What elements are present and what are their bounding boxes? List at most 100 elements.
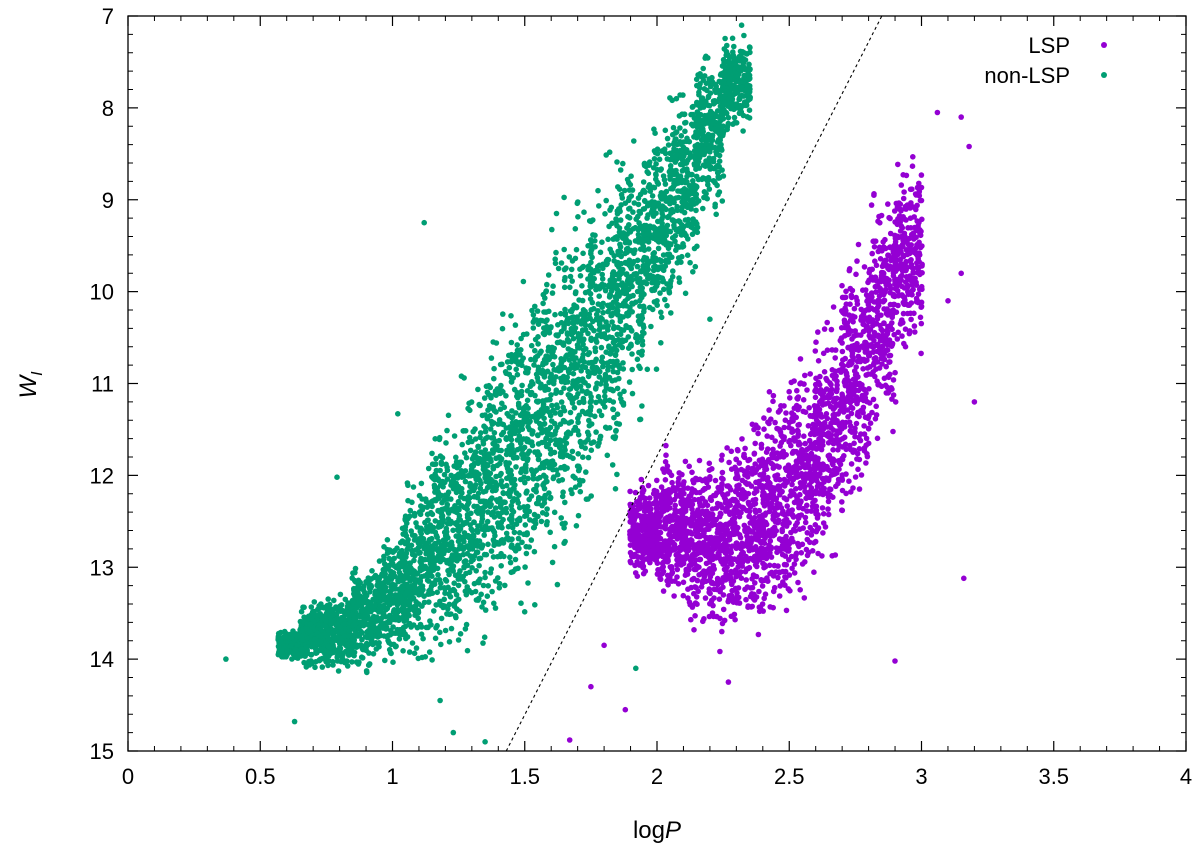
- data-point: [434, 622, 440, 629]
- data-point: [406, 569, 412, 575]
- data-point: [508, 488, 514, 495]
- data-point: [541, 331, 548, 338]
- data-point: [562, 499, 568, 506]
- data-point: [554, 404, 561, 411]
- data-point: [418, 591, 424, 597]
- data-point: [624, 176, 631, 183]
- data-point: [477, 485, 484, 492]
- data-point: [601, 324, 607, 330]
- data-point: [575, 199, 581, 205]
- data-point: [400, 624, 407, 631]
- data-point: [683, 138, 690, 145]
- data-point: [527, 383, 534, 390]
- data-point: [570, 348, 576, 355]
- data-point: [411, 650, 418, 657]
- data-point: [509, 507, 515, 513]
- data-point: [692, 191, 698, 198]
- data-point: [376, 617, 383, 624]
- data-point: [498, 523, 504, 529]
- data-point: [325, 643, 332, 650]
- data-point: [444, 476, 451, 483]
- data-point: [388, 576, 395, 582]
- data-point: [670, 184, 676, 191]
- data-point: [641, 527, 647, 533]
- data-point: [564, 374, 570, 381]
- data-point: [578, 440, 584, 446]
- data-point: [724, 42, 730, 49]
- data-point: [663, 227, 670, 233]
- data-point: [617, 269, 623, 275]
- data-point: [545, 344, 552, 351]
- data-point: [312, 664, 318, 671]
- data-point: [737, 93, 744, 100]
- data-point: [432, 540, 438, 547]
- data-point: [598, 344, 605, 351]
- data-point: [438, 641, 444, 648]
- data-point: [634, 339, 641, 346]
- data-point: [683, 119, 689, 126]
- data-point: [441, 596, 448, 603]
- data-point: [570, 319, 576, 326]
- data-point: [651, 148, 658, 154]
- data-point: [723, 52, 729, 58]
- data-point: [360, 594, 367, 600]
- data-point: [632, 238, 639, 244]
- data-point: [512, 556, 519, 563]
- data-point: [381, 561, 388, 567]
- data-point: [491, 600, 497, 607]
- data-point: [577, 488, 584, 495]
- data-point: [390, 549, 396, 555]
- data-point: [658, 309, 664, 316]
- data-point: [335, 668, 342, 674]
- data-point: [472, 588, 479, 595]
- data-point: [388, 596, 395, 602]
- data-point: [472, 426, 478, 432]
- data-point: [623, 290, 630, 297]
- data-point: [466, 516, 472, 522]
- data-point: [524, 397, 531, 404]
- data-point: [356, 632, 363, 639]
- data-point: [404, 539, 411, 546]
- data-point: [572, 484, 579, 491]
- data-point: [551, 345, 557, 352]
- data-point: [746, 89, 753, 95]
- data-point: [426, 537, 433, 544]
- data-point: [639, 548, 646, 554]
- data-point: [602, 374, 608, 381]
- data-point: [328, 606, 335, 613]
- data-point: [648, 323, 654, 330]
- data-point: [517, 352, 523, 358]
- data-point: [435, 492, 442, 498]
- data-point: [643, 270, 650, 277]
- data-point: [390, 659, 396, 665]
- data-point: [629, 366, 635, 373]
- data-point: [650, 213, 657, 219]
- data-point: [532, 303, 538, 310]
- data-point: [518, 469, 524, 476]
- data-point: [676, 275, 682, 281]
- data-point: [467, 407, 473, 414]
- data-point: [610, 399, 617, 405]
- data-point: [456, 512, 463, 519]
- data-point: [390, 624, 396, 630]
- data-point: [540, 398, 546, 404]
- data-point: [464, 584, 471, 590]
- data-point: [421, 545, 428, 552]
- data-point: [673, 95, 680, 102]
- data-point: [355, 601, 362, 608]
- data-point: [666, 290, 673, 296]
- data-point: [278, 639, 285, 645]
- data-point: [721, 99, 728, 106]
- data-point: [385, 637, 391, 644]
- data-point: [426, 588, 432, 594]
- data-point: [664, 257, 670, 264]
- data-point: [744, 82, 751, 88]
- data-point: [640, 243, 647, 250]
- data-point: [715, 169, 722, 175]
- data-point: [698, 150, 705, 156]
- data-point: [700, 65, 706, 72]
- data-point: [451, 600, 458, 607]
- data-point: [352, 565, 359, 572]
- data-point: [549, 290, 556, 296]
- data-point: [433, 557, 439, 564]
